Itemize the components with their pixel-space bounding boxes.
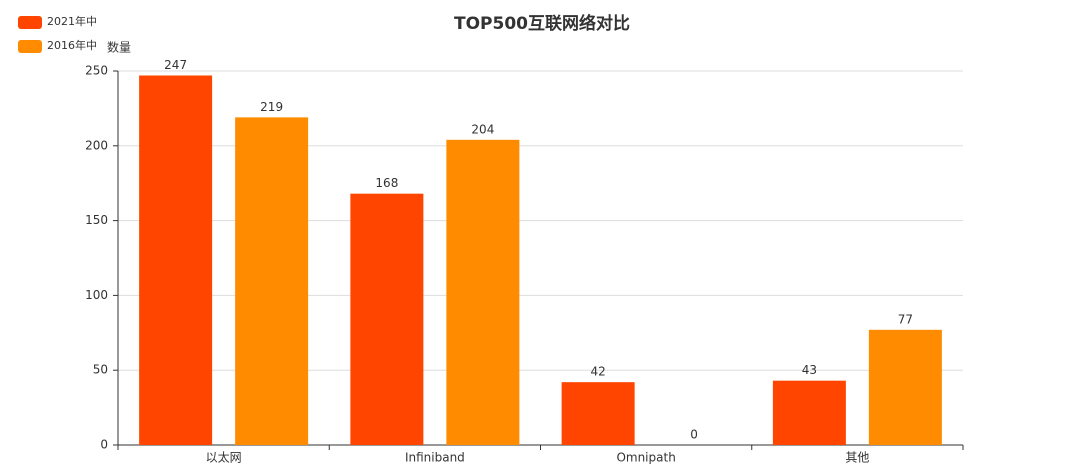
value-label: 0 (690, 428, 698, 442)
bar (235, 117, 309, 445)
value-label: 42 (590, 365, 605, 379)
x-tick-label: Omnipath (616, 451, 675, 465)
value-label: 247 (164, 58, 187, 72)
legend-swatch (18, 40, 42, 53)
value-label: 204 (471, 122, 494, 136)
y-tick-label: 100 (85, 288, 108, 302)
legend-label: 2021年中 (47, 14, 97, 28)
chart-title: TOP500互联网络对比 (454, 13, 630, 34)
x-tick-label: Infiniband (405, 451, 465, 465)
legend-swatch (18, 16, 42, 29)
bar (868, 329, 942, 445)
bar (350, 193, 424, 445)
x-tick-label: 以太网 (206, 450, 242, 465)
bar (446, 139, 520, 446)
value-label: 168 (375, 176, 398, 190)
legend-label: 2016年中 (47, 38, 97, 52)
y-tick-label: 50 (93, 363, 108, 377)
y-tick-label: 250 (85, 64, 108, 78)
bar (561, 382, 635, 445)
y-tick-label: 200 (85, 138, 108, 152)
y-tick-label: 150 (85, 213, 108, 227)
value-label: 219 (260, 100, 283, 114)
bar (772, 380, 846, 445)
x-tick-label: 其他 (845, 451, 869, 465)
value-label: 43 (802, 363, 817, 377)
value-label: 77 (898, 312, 913, 326)
y-axis-label: 数量 (107, 40, 131, 55)
y-tick-label: 0 (100, 438, 108, 452)
bar (139, 75, 213, 445)
